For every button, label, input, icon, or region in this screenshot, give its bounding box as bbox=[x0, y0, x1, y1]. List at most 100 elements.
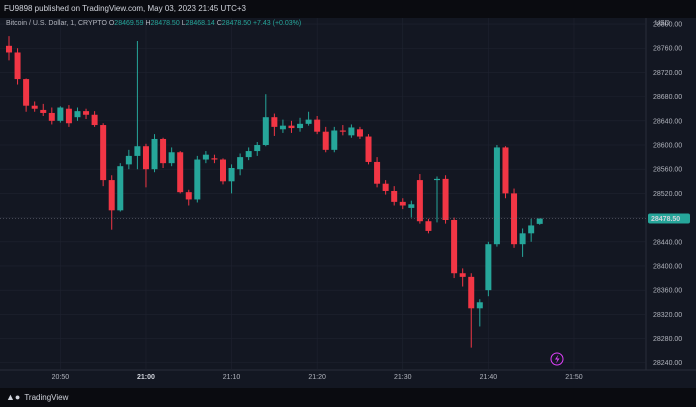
x-tick-label: 21:50 bbox=[565, 374, 583, 381]
close-value: 28478.50 bbox=[221, 20, 251, 27]
change-value: +7.43 (+0.03%) bbox=[252, 20, 302, 27]
candle[interactable] bbox=[348, 124, 355, 138]
candle-body bbox=[262, 117, 269, 146]
candle[interactable] bbox=[40, 103, 47, 116]
chart-area[interactable] bbox=[0, 18, 696, 388]
candle[interactable] bbox=[254, 141, 261, 156]
price-badge: 28478.50 bbox=[651, 216, 680, 223]
y-tick-label: 28720.00 bbox=[653, 70, 682, 77]
candle[interactable] bbox=[476, 299, 483, 327]
candle[interactable] bbox=[220, 158, 226, 185]
footer: ▲● TradingView bbox=[0, 388, 696, 407]
candle[interactable] bbox=[399, 198, 406, 210]
candle[interactable] bbox=[416, 174, 423, 224]
candle[interactable] bbox=[339, 125, 346, 136]
candle[interactable] bbox=[434, 176, 440, 223]
candle[interactable] bbox=[262, 94, 269, 147]
candle[interactable] bbox=[237, 153, 244, 176]
candle[interactable] bbox=[356, 126, 363, 139]
candle[interactable] bbox=[459, 268, 466, 287]
candle-body bbox=[23, 79, 30, 106]
candle[interactable] bbox=[408, 200, 415, 218]
candle[interactable] bbox=[23, 78, 30, 112]
candle[interactable] bbox=[31, 101, 38, 112]
candle[interactable] bbox=[117, 163, 124, 212]
candle[interactable] bbox=[288, 120, 295, 133]
candle[interactable] bbox=[468, 273, 475, 348]
candle[interactable] bbox=[425, 218, 432, 234]
candle[interactable] bbox=[160, 137, 167, 168]
candle-body bbox=[536, 218, 543, 224]
candle[interactable] bbox=[314, 115, 321, 135]
candle[interactable] bbox=[14, 48, 21, 85]
candle[interactable] bbox=[271, 113, 278, 136]
candle-body bbox=[177, 152, 184, 193]
candle-body bbox=[100, 125, 107, 181]
candle[interactable] bbox=[493, 145, 500, 247]
candle[interactable] bbox=[322, 126, 329, 153]
open-value: 28469.59 bbox=[114, 20, 144, 27]
candle-body bbox=[493, 147, 500, 245]
candle[interactable] bbox=[391, 186, 398, 206]
candle[interactable] bbox=[511, 188, 518, 248]
candle[interactable] bbox=[48, 107, 55, 125]
candle[interactable] bbox=[202, 151, 209, 164]
candle[interactable] bbox=[245, 147, 252, 161]
candle[interactable] bbox=[442, 175, 449, 224]
candle[interactable] bbox=[279, 119, 286, 133]
candle[interactable] bbox=[528, 218, 535, 242]
candle-body bbox=[331, 130, 338, 150]
candle[interactable] bbox=[297, 117, 304, 132]
candle-body bbox=[459, 273, 466, 277]
candle-body bbox=[194, 159, 201, 200]
candle-body bbox=[134, 146, 141, 156]
candle[interactable] bbox=[374, 157, 381, 188]
candle[interactable] bbox=[194, 155, 201, 203]
candle-body bbox=[339, 130, 346, 132]
candle[interactable] bbox=[108, 175, 115, 230]
y-tick-label: 28360.00 bbox=[653, 288, 682, 295]
candle-body bbox=[108, 180, 115, 211]
candle[interactable] bbox=[6, 36, 12, 61]
candle[interactable] bbox=[365, 134, 372, 165]
candle-body bbox=[528, 225, 535, 234]
candle[interactable] bbox=[536, 218, 543, 225]
footer-brand[interactable]: TradingView bbox=[24, 393, 69, 402]
candle[interactable] bbox=[305, 111, 312, 126]
candle[interactable] bbox=[382, 180, 389, 195]
lightning-icon[interactable] bbox=[550, 352, 564, 366]
candle[interactable] bbox=[83, 108, 90, 120]
candlestick-chart[interactable]: 28800.00 28760.00 28720.00 28680.00 28640.00… bbox=[0, 0, 696, 388]
candle-body bbox=[374, 161, 381, 184]
candle[interactable] bbox=[331, 126, 338, 153]
candle-body bbox=[117, 166, 124, 211]
y-tick-label: 28600.00 bbox=[653, 143, 682, 150]
candle[interactable] bbox=[91, 111, 98, 127]
candles bbox=[6, 36, 543, 348]
candle[interactable] bbox=[100, 123, 107, 187]
candle[interactable] bbox=[57, 106, 64, 123]
candle[interactable] bbox=[65, 105, 72, 127]
x-tick-label: 21:00 bbox=[137, 374, 155, 381]
y-tick-label: 28640.00 bbox=[653, 118, 682, 125]
candle[interactable] bbox=[451, 217, 458, 279]
candle[interactable] bbox=[185, 189, 192, 206]
candle[interactable] bbox=[228, 164, 235, 194]
candle[interactable] bbox=[502, 146, 509, 199]
candle-body bbox=[451, 220, 458, 274]
candle[interactable] bbox=[134, 40, 141, 170]
candle[interactable] bbox=[168, 147, 175, 167]
candle[interactable] bbox=[151, 134, 158, 173]
candle[interactable] bbox=[519, 228, 526, 257]
candle[interactable] bbox=[211, 154, 218, 164]
candle[interactable] bbox=[177, 151, 184, 194]
candle-body bbox=[151, 138, 158, 170]
candle[interactable] bbox=[125, 149, 132, 170]
candle[interactable] bbox=[74, 107, 81, 121]
candle-body bbox=[31, 105, 38, 109]
candle[interactable] bbox=[142, 143, 149, 188]
candle-body bbox=[519, 233, 526, 245]
candle[interactable] bbox=[485, 241, 492, 297]
x-tick-label: 21:40 bbox=[480, 374, 498, 381]
tradingview-logo-icon[interactable]: ▲● bbox=[6, 392, 21, 402]
